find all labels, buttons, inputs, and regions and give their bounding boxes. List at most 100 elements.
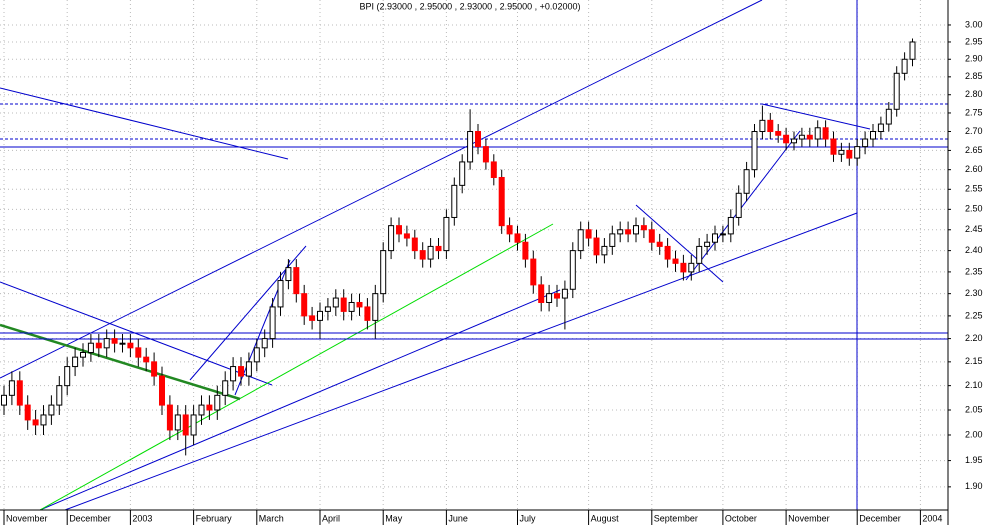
candle-body	[95, 342, 102, 349]
candle-body	[514, 233, 521, 243]
candle-body	[277, 280, 284, 308]
candle-body	[230, 366, 237, 382]
candle-body	[80, 351, 86, 358]
candle-body	[806, 134, 813, 140]
candle-body	[640, 225, 647, 231]
candle-body	[427, 245, 434, 260]
candle-body	[309, 315, 316, 321]
grid	[0, 0, 948, 510]
candle-body	[601, 245, 608, 256]
candle-body	[751, 131, 758, 171]
y-tick-label: 2.05	[965, 404, 983, 414]
candle-body	[403, 233, 410, 239]
x-tick-label: September	[654, 513, 698, 523]
candle-body	[388, 225, 395, 252]
candle-body	[593, 237, 600, 256]
candle-body	[451, 184, 458, 218]
candle-body	[719, 233, 726, 236]
y-tick-label: 2.75	[965, 107, 983, 117]
candle-body	[846, 149, 853, 159]
candle-body	[870, 131, 876, 140]
candle-body	[245, 361, 252, 377]
y-tick-label: 2.50	[965, 204, 983, 214]
candle-body	[830, 138, 837, 155]
x-tick-label: December	[69, 513, 111, 523]
candle-body	[530, 258, 537, 286]
candle-body	[696, 245, 703, 264]
candle-body	[419, 250, 426, 260]
candle-body	[577, 229, 584, 252]
candle-body	[822, 127, 829, 140]
candle-body	[633, 225, 639, 235]
y-tick-label: 2.70	[965, 126, 983, 136]
candle-body	[1, 394, 7, 406]
x-tick-label: April	[322, 513, 340, 523]
candle-body	[16, 380, 23, 406]
candle-body	[814, 127, 821, 140]
y-tick-label: 2.60	[965, 164, 983, 174]
candle-body	[561, 288, 568, 299]
x-tick-label: November	[6, 513, 48, 523]
candle-body	[767, 119, 774, 133]
candle-body	[293, 267, 300, 295]
candle-body	[490, 161, 497, 178]
y-tick-label: 2.90	[965, 54, 983, 64]
x-tick-label: February	[196, 513, 233, 523]
candle-body	[198, 404, 205, 416]
candle-body	[862, 138, 869, 148]
candle-body	[648, 229, 655, 243]
candle-body	[569, 250, 576, 290]
candle-body	[783, 134, 790, 144]
candle-body	[885, 108, 892, 125]
candle-body	[522, 241, 529, 260]
candle-body	[48, 404, 55, 416]
candle-body	[396, 225, 402, 235]
candle-body	[56, 385, 63, 406]
candle-body	[206, 404, 213, 411]
x-tick-label: December	[859, 513, 901, 523]
candle-body	[435, 245, 442, 252]
trendline	[64, 212, 858, 511]
candle-body	[40, 414, 47, 426]
y-tick-label: 2.15	[965, 356, 983, 366]
candle-body	[103, 338, 110, 349]
y-tick-label: 2.65	[965, 145, 983, 155]
trendline	[761, 103, 871, 130]
candle-body	[269, 306, 276, 340]
trendline	[0, 0, 763, 379]
candle-body	[672, 258, 679, 264]
trendline	[0, 323, 241, 401]
candle-body	[261, 338, 268, 349]
candle-body	[775, 131, 782, 136]
candle-body	[411, 237, 418, 252]
trendline	[39, 223, 554, 511]
x-tick-label: June	[448, 513, 468, 523]
candle-body	[546, 293, 553, 303]
candle-body	[364, 306, 371, 321]
candle-body	[174, 414, 181, 431]
candle-body	[111, 338, 118, 344]
candle-body	[727, 216, 734, 235]
trendlines	[0, 0, 948, 511]
candle-body	[32, 419, 39, 426]
candle-body	[791, 138, 797, 144]
candle-body	[704, 241, 711, 247]
candle-body	[656, 241, 663, 247]
candle-body	[664, 245, 671, 260]
candle-body	[143, 356, 150, 363]
candle-body	[712, 233, 718, 243]
y-tick-label: 2.80	[965, 89, 983, 99]
candle-body	[8, 380, 15, 396]
candle-body	[909, 41, 916, 60]
x-tick-label: 2003	[132, 513, 152, 523]
chart-title: BPI (2.93000 , 2.95000 , 2.93000 , 2.950…	[360, 1, 581, 11]
candle-body	[182, 414, 189, 436]
y-tick-label: 2.55	[965, 184, 983, 194]
candle-body	[87, 342, 94, 353]
candle-body	[688, 262, 695, 273]
candle-body	[735, 192, 742, 218]
x-tick-label: November	[788, 513, 830, 523]
candle-body	[348, 301, 355, 312]
candle-body	[854, 146, 861, 159]
